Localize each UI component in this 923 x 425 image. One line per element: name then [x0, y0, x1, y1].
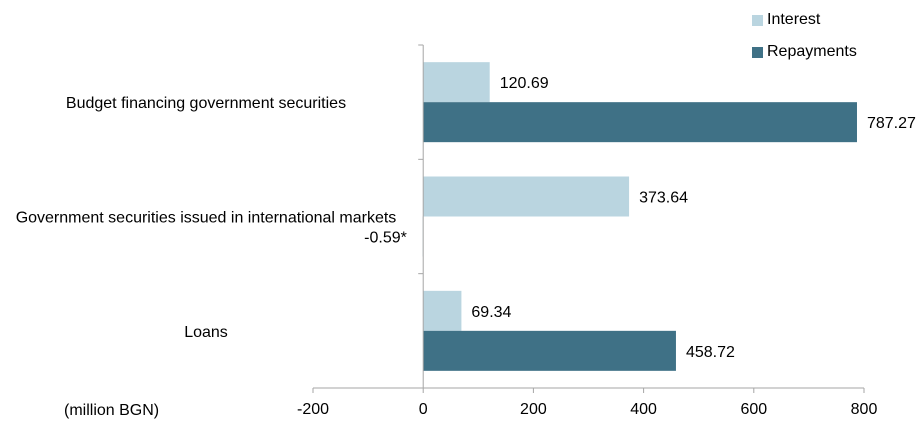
legend-item-interest: Interest [752, 10, 857, 30]
data-label-interest-1: 373.64 [639, 190, 688, 207]
unit-label: (million BGN) [64, 402, 160, 419]
bar-repayments-2 [423, 330, 676, 371]
data-label-repayments-0: 787.27 [867, 115, 916, 132]
value-tick-label-1: 0 [419, 401, 428, 418]
legend-swatch-interest [752, 14, 763, 26]
data-label-interest-2: 69.34 [471, 304, 511, 321]
legend-item-repayments: Repayments [752, 42, 857, 62]
bar-interest-0 [423, 62, 490, 103]
legend-label-repayments: Repayments [767, 43, 857, 60]
legend-label-interest: Interest [767, 11, 821, 28]
legend: Interest Repayments [752, 10, 857, 74]
bar-interest-1 [423, 176, 630, 217]
value-tick-label-5: 800 [851, 401, 878, 418]
bar-repayments-0 [423, 102, 857, 143]
data-label-interest-0: 120.69 [500, 75, 549, 92]
value-tick-label-0: -200 [297, 401, 329, 418]
data-label-repayments-1: -0.59* [364, 230, 407, 247]
category-label-0: Budget financing government securities [66, 95, 346, 112]
value-tick-label-4: 600 [740, 401, 767, 418]
category-label-2: Loans [184, 324, 228, 341]
bar-interest-2 [423, 290, 462, 331]
legend-swatch-repayments [752, 46, 763, 58]
data-label-repayments-2: 458.72 [686, 344, 735, 361]
category-label-1: Government securities issued in internat… [16, 210, 397, 227]
value-tick-label-3: 400 [630, 401, 657, 418]
value-tick-label-2: 200 [520, 401, 547, 418]
